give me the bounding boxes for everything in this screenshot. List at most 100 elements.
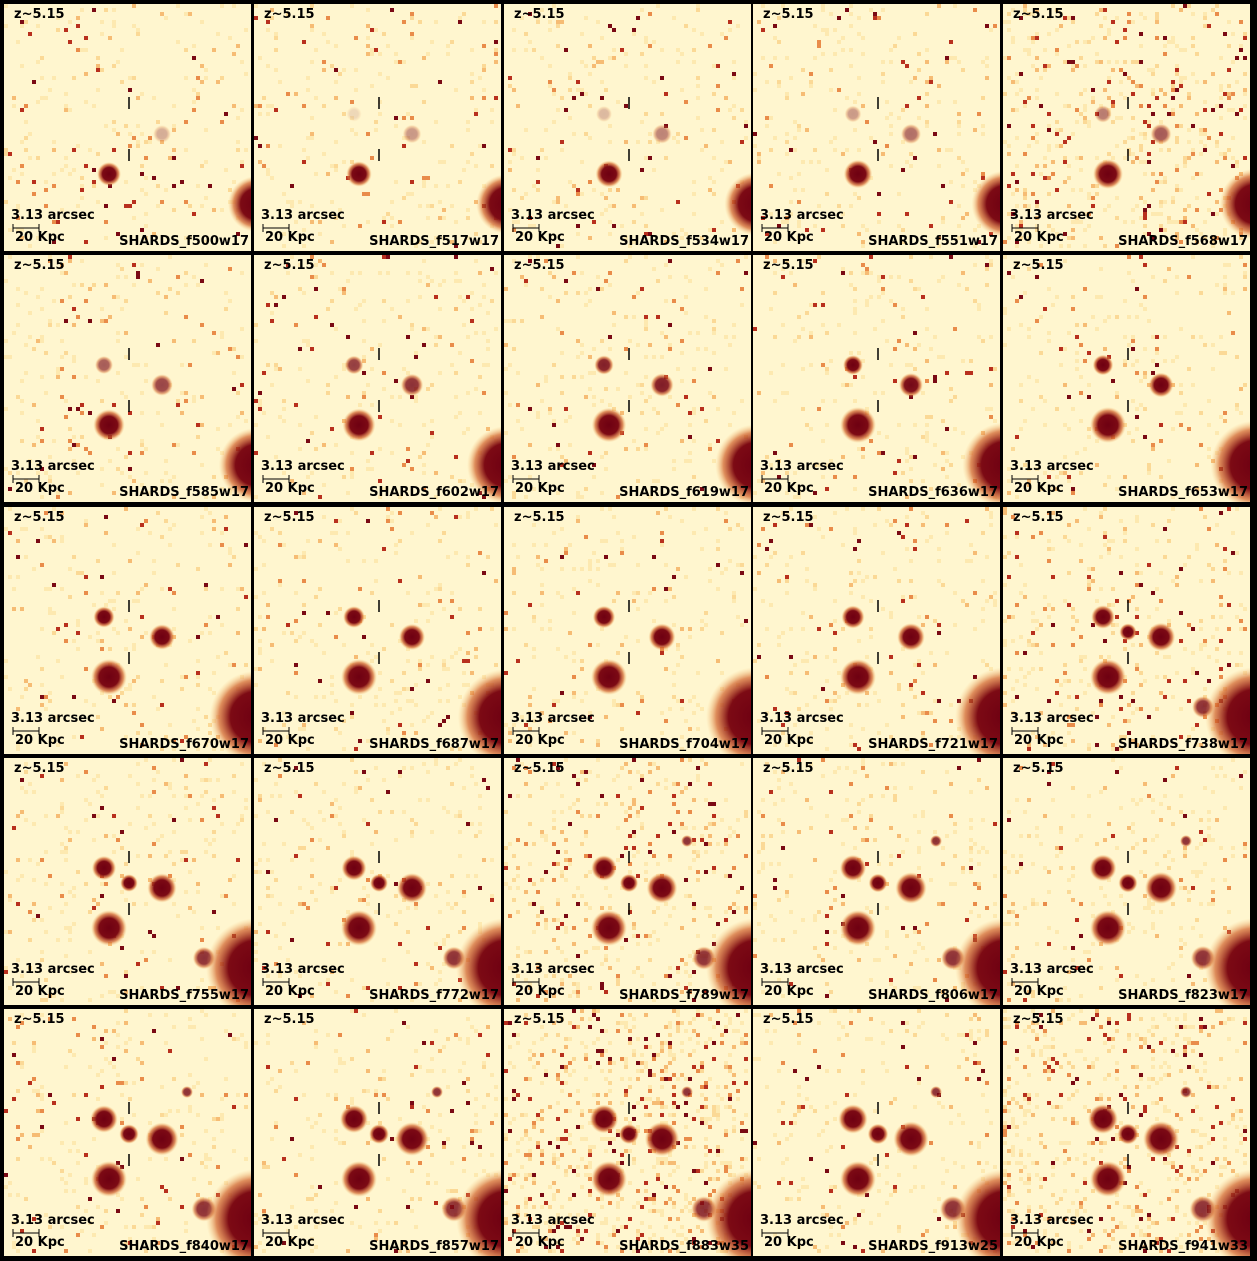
noise-pixel xyxy=(1111,539,1115,543)
noise-pixel xyxy=(454,220,458,224)
noise-pixel xyxy=(330,271,334,275)
noise-pixel xyxy=(196,727,200,731)
noise-pixel xyxy=(196,675,200,679)
noise-pixel xyxy=(1107,28,1111,32)
noise-pixel xyxy=(700,627,704,631)
noise-pixel xyxy=(422,56,426,60)
noise-pixel xyxy=(68,172,72,176)
filter-label: SHARDS_f568w17 xyxy=(1118,234,1248,249)
noise-pixel xyxy=(933,335,937,339)
noise-pixel xyxy=(929,224,933,228)
noise-pixel xyxy=(112,850,116,854)
filter-label: SHARDS_f551w17 xyxy=(868,234,998,249)
noise-pixel xyxy=(322,32,326,36)
noise-pixel xyxy=(1107,655,1111,659)
noise-pixel xyxy=(989,523,993,527)
noise-pixel xyxy=(989,383,993,387)
noise-pixel xyxy=(68,890,72,894)
noise-pixel xyxy=(905,160,909,164)
noise-pixel xyxy=(1183,164,1187,168)
noise-pixel xyxy=(648,132,652,136)
noise-pixel xyxy=(132,263,136,267)
noise-pixel xyxy=(1235,407,1239,411)
noise-pixel xyxy=(44,930,48,934)
noise-pixel xyxy=(897,116,901,120)
noise-pixel xyxy=(1071,491,1075,495)
noise-pixel xyxy=(442,160,446,164)
noise-pixel xyxy=(821,439,825,443)
noise-pixel xyxy=(580,192,584,196)
noise-pixel xyxy=(592,475,596,479)
noise-pixel xyxy=(446,184,450,188)
noise-pixel xyxy=(1059,128,1063,132)
noise-pixel xyxy=(48,88,52,92)
noise-pixel xyxy=(286,200,290,204)
noise-pixel xyxy=(482,68,486,72)
noise-pixel xyxy=(548,407,552,411)
noise-pixel xyxy=(600,96,604,100)
noise-pixel xyxy=(232,52,236,56)
noise-pixel xyxy=(72,307,76,311)
noise-pixel xyxy=(84,699,88,703)
noise-pixel xyxy=(612,28,616,32)
scale-kpc-label: 20 Kpc xyxy=(764,230,814,245)
noise-pixel xyxy=(1015,651,1019,655)
noise-pixel xyxy=(410,323,414,327)
noise-pixel xyxy=(1223,156,1227,160)
noise-pixel xyxy=(740,108,744,112)
noise-pixel xyxy=(1083,116,1087,120)
noise-pixel xyxy=(462,890,466,894)
noise-pixel xyxy=(897,683,901,687)
noise-pixel xyxy=(40,439,44,443)
noise-pixel xyxy=(672,575,676,579)
noise-pixel xyxy=(184,850,188,854)
noise-pixel xyxy=(1123,72,1127,76)
noise-pixel xyxy=(466,391,470,395)
noise-pixel xyxy=(20,24,24,28)
noise-pixel xyxy=(1207,655,1211,659)
noise-pixel xyxy=(274,36,278,40)
noise-pixel xyxy=(925,327,929,331)
noise-pixel xyxy=(604,279,608,283)
noise-pixel xyxy=(270,383,274,387)
noise-pixel xyxy=(68,255,72,259)
noise-pixel xyxy=(426,283,430,287)
noise-pixel xyxy=(1191,651,1195,655)
noise-pixel xyxy=(430,830,434,834)
noise-pixel xyxy=(1075,156,1079,160)
noise-pixel xyxy=(394,180,398,184)
noise-pixel xyxy=(833,659,837,663)
noise-pixel xyxy=(889,112,893,116)
noise-pixel xyxy=(224,291,228,295)
noise-pixel xyxy=(1059,703,1063,707)
noise-pixel xyxy=(1227,507,1231,511)
noise-pixel xyxy=(580,32,584,36)
noise-pixel xyxy=(88,802,92,806)
noise-pixel xyxy=(458,479,462,483)
noise-pixel xyxy=(334,531,338,535)
noise-pixel xyxy=(60,842,64,846)
noise-pixel xyxy=(640,168,644,172)
noise-pixel xyxy=(540,583,544,587)
noise-pixel xyxy=(466,160,470,164)
noise-pixel xyxy=(494,523,498,527)
scale-arcsec-label: 3.13 arcsec xyxy=(511,459,595,474)
noise-pixel xyxy=(398,315,402,319)
noise-pixel xyxy=(302,551,306,555)
noise-pixel xyxy=(208,543,212,547)
noise-pixel xyxy=(905,343,909,347)
noise-pixel xyxy=(32,192,36,196)
noise-pixel xyxy=(781,323,785,327)
noise-pixel xyxy=(8,898,12,902)
noise-pixel xyxy=(1003,56,1007,60)
noise-pixel xyxy=(1047,331,1051,335)
noise-pixel xyxy=(1107,76,1111,80)
noise-pixel xyxy=(418,575,422,579)
noise-pixel xyxy=(426,770,430,774)
noise-pixel xyxy=(913,595,917,599)
noise-pixel xyxy=(1115,615,1119,619)
redshift-label: z~5.15 xyxy=(14,258,65,273)
noise-pixel xyxy=(382,299,386,303)
noise-pixel xyxy=(829,527,833,531)
